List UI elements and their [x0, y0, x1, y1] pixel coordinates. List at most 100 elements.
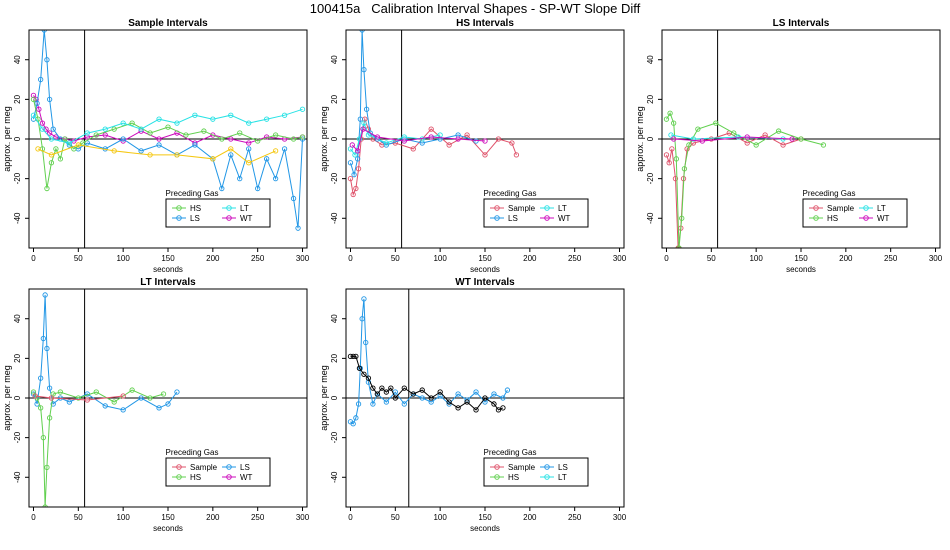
x-tick-label: 0 [348, 513, 353, 522]
data-point [272, 148, 279, 154]
legend-swatch-marker [226, 205, 232, 211]
x-axis-label: seconds [470, 524, 500, 533]
y-tick-label: 0 [13, 395, 22, 400]
data-point [731, 130, 737, 136]
x-tick-label: 300 [296, 254, 310, 263]
data-point [41, 30, 47, 33]
y-tick-label: -20 [330, 172, 339, 184]
legend-swatch-marker [544, 464, 550, 470]
x-tick-label: 0 [664, 254, 669, 263]
data-point [669, 146, 675, 152]
x-tick-label: 50 [707, 254, 716, 263]
data-point [38, 76, 44, 83]
data-point [129, 120, 135, 126]
data-point [455, 136, 461, 142]
panel-title: LT Intervals [140, 277, 196, 288]
y-tick-label: 0 [13, 136, 22, 141]
legend: Preceding Gas HS LT LS WT [165, 189, 271, 228]
y-tick-label: 40 [330, 55, 339, 64]
data-point [350, 191, 356, 198]
data-point [71, 138, 77, 144]
x-tick-label: 100 [116, 513, 130, 522]
legend-swatch-marker [226, 474, 232, 480]
data-point [361, 120, 367, 126]
data-point [679, 215, 685, 221]
legend: Preceding Gas Sample LS HS WT [165, 448, 271, 487]
data-point [753, 142, 759, 148]
legend-title: Preceding Gas [484, 448, 537, 457]
data-point [401, 401, 407, 407]
data-point [361, 296, 367, 302]
data-point [355, 148, 361, 154]
data-point [32, 393, 38, 399]
legend-item-sample: Sample [490, 463, 536, 472]
data-point [246, 160, 252, 166]
legend-item-ls: LS [222, 463, 250, 472]
data-point [356, 365, 363, 371]
data-point [401, 138, 407, 144]
legend-item-ls: LS [172, 214, 200, 223]
panel-4: LT Intervals 0 50 100 150 200 250 300 -40 -20 0 20 4… [2, 277, 310, 533]
data-point [84, 130, 90, 136]
x-tick-label: 300 [929, 254, 943, 263]
data-point [353, 353, 359, 360]
data-point [36, 106, 42, 112]
data-point [428, 126, 434, 132]
data-point [183, 132, 189, 138]
legend-swatch-marker [544, 474, 550, 480]
data-point [201, 128, 207, 134]
data-point [495, 136, 502, 142]
data-point [57, 156, 64, 162]
legend-item-wt: WT [222, 473, 253, 482]
legend-box [802, 198, 908, 228]
data-point [255, 185, 261, 192]
data-point [663, 152, 670, 158]
data-point [374, 134, 381, 140]
x-tick-label: 250 [568, 254, 582, 263]
data-point [370, 401, 376, 407]
panel-2: HS Intervals 0 50 100 150 200 250 300 -40 -20 0 20 4… [319, 18, 627, 274]
x-tick-label: 150 [794, 254, 808, 263]
legend-label: HS [190, 204, 201, 213]
data-point [46, 130, 53, 136]
data-point [428, 395, 434, 401]
data-point [147, 395, 153, 401]
data-point [351, 172, 357, 178]
x-tick-label: 200 [523, 513, 537, 522]
x-tick-label: 300 [296, 513, 310, 522]
y-tick-label: -20 [646, 172, 655, 184]
x-tick-label: 250 [884, 254, 898, 263]
legend-box [483, 198, 589, 228]
x-tick-label: 0 [348, 254, 353, 263]
panel-5: WT Intervals 0 50 100 150 200 250 300 -40 -20 0 20 4… [319, 277, 627, 533]
y-tick-label: 40 [13, 55, 22, 64]
data-point [419, 395, 425, 401]
data-point [353, 415, 359, 421]
y-axis-label: approx. per meg [2, 106, 12, 172]
data-point [165, 401, 171, 407]
legend-item-ls: LS [540, 463, 568, 472]
data-point [428, 134, 434, 140]
legend: Preceding Gas Sample LT LS WT [483, 189, 589, 228]
data-point [347, 160, 354, 166]
legend-label: WT [240, 214, 253, 223]
x-tick-label: 200 [523, 254, 537, 263]
legend-item-lt: LT [222, 204, 249, 213]
data-point [102, 403, 108, 409]
data-point [672, 175, 679, 182]
series-line-hs [33, 389, 164, 507]
x-tick-label: 50 [391, 513, 400, 522]
x-tick-label: 200 [839, 254, 853, 263]
data-point [673, 156, 679, 162]
panel-title: HS Intervals [456, 18, 514, 29]
y-tick-label: 0 [330, 395, 339, 400]
data-point [246, 146, 252, 152]
data-point [690, 136, 697, 142]
data-point [495, 407, 502, 413]
data-point [53, 146, 59, 152]
legend-box [165, 457, 271, 487]
data-point [455, 391, 461, 397]
y-tick-label: 0 [646, 136, 655, 141]
data-point [363, 339, 369, 346]
